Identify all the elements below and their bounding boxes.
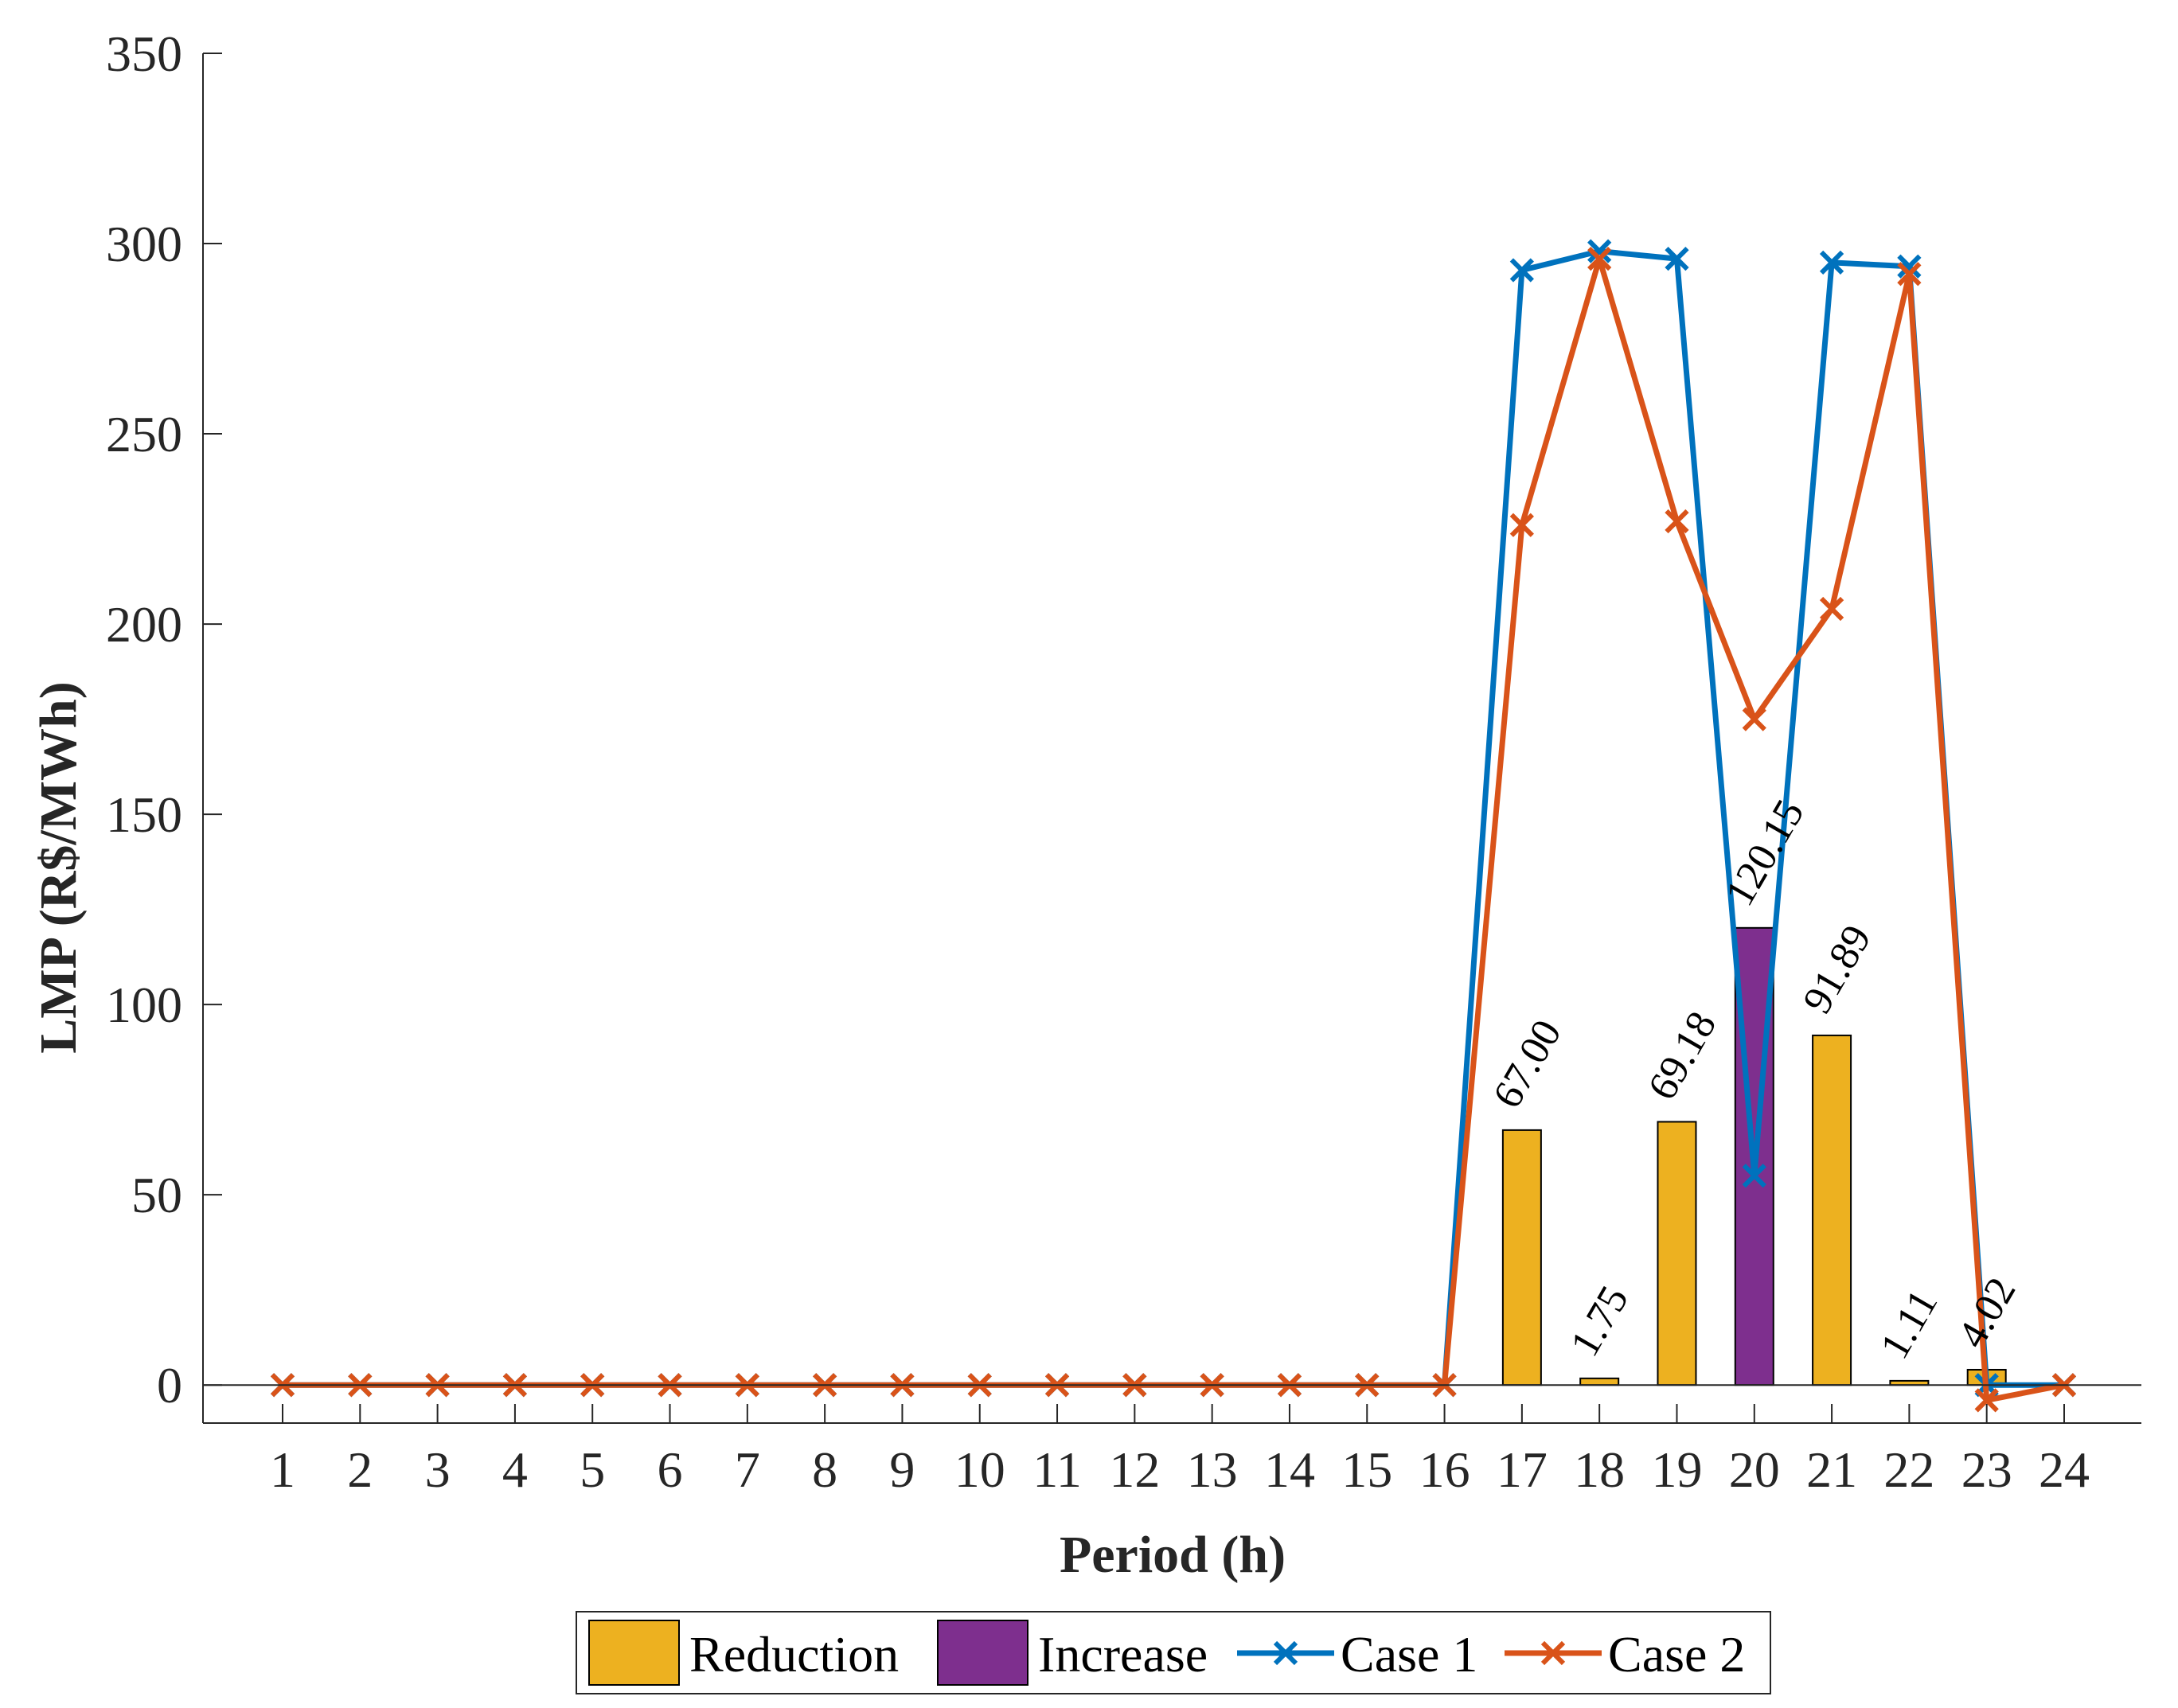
bar-reduction-18 (1579, 1377, 1620, 1386)
x-tick-label: 9 (889, 1441, 915, 1498)
x-tick-label: 23 (1961, 1441, 2012, 1498)
x-tick-label: 17 (1497, 1441, 1548, 1498)
legend-swatch-increase (937, 1620, 1028, 1686)
x-tick-label: 4 (502, 1441, 528, 1498)
legend-label-increase: Increase (1038, 1626, 1208, 1683)
y-tick-label: 100 (106, 977, 182, 1033)
bar-reduction-17 (1501, 1129, 1542, 1386)
bar-value-label: 1.75 (1562, 1279, 1637, 1364)
y-tick-label: 350 (106, 25, 182, 82)
marker-case-1-18 (1587, 239, 1612, 263)
x-tick-label: 5 (580, 1441, 605, 1498)
marker-case-1-19 (1665, 247, 1689, 271)
x-tick-label: 13 (1187, 1441, 1238, 1498)
marker-case-1-17 (1509, 258, 1534, 283)
x-tick-label: 16 (1419, 1441, 1470, 1498)
x-tick-label: 15 (1341, 1441, 1392, 1498)
x-tick-label: 8 (812, 1441, 837, 1498)
marker-case-2-23 (1974, 1388, 1999, 1413)
marker-case-2-22 (1897, 262, 1922, 287)
x-tick-label: 12 (1109, 1441, 1160, 1498)
y-tick-label: 300 (106, 216, 182, 272)
legend-label-case-2: Case 2 (1608, 1626, 1745, 1683)
x-tick-label: 20 (1729, 1441, 1780, 1498)
legend-label-case-1: Case 1 (1341, 1626, 1477, 1683)
bar-value-label: 67.00 (1485, 1012, 1571, 1116)
y-tick-label: 250 (106, 406, 182, 462)
marker-case-1-22 (1897, 254, 1922, 279)
y-tick-label: 0 (157, 1357, 182, 1414)
x-tick-label: 14 (1264, 1441, 1315, 1498)
marker-case-2-20 (1742, 707, 1766, 731)
bar-value-label: 120.15 (1717, 792, 1813, 913)
marker-case-2-18 (1587, 247, 1612, 271)
x-tick-label: 22 (1883, 1441, 1934, 1498)
marker-case-2-19 (1665, 509, 1689, 534)
bar-value-label: 4.02 (1950, 1270, 2025, 1355)
legend: Reduction Increase Case 1 Case 2 (576, 1611, 1771, 1694)
legend-label-reduction: Reduction (689, 1626, 899, 1683)
x-tick-label: 21 (1806, 1441, 1857, 1498)
x-tick-label: 24 (2039, 1441, 2090, 1498)
x-tick-label: 6 (658, 1441, 683, 1498)
x-tick-label: 18 (1574, 1441, 1625, 1498)
bar-reduction-21 (1812, 1034, 1852, 1386)
bar-value-label: 91.89 (1794, 918, 1880, 1021)
x-tick-label: 11 (1032, 1441, 1082, 1498)
bar-value-label: 1.11 (1872, 1282, 1946, 1367)
marker-case-2-17 (1509, 513, 1534, 537)
bar-reduction-19 (1657, 1121, 1697, 1386)
x-tick-label: 1 (270, 1441, 295, 1498)
bar-value-label: 69.18 (1640, 1004, 1726, 1108)
legend-marker-case-1 (1273, 1640, 1298, 1666)
x-tick-label: 3 (425, 1441, 451, 1498)
y-axis-title: LMP (R$/MWh) (29, 681, 88, 1053)
legend-swatch-reduction (588, 1620, 680, 1686)
x-tick-label: 19 (1651, 1441, 1702, 1498)
y-tick-label: 50 (131, 1167, 182, 1223)
x-tick-label: 10 (954, 1441, 1005, 1498)
marker-case-1-21 (1819, 250, 1844, 275)
x-tick-label: 2 (347, 1441, 373, 1498)
y-tick-label: 150 (106, 786, 182, 843)
y-tick-label: 200 (106, 596, 182, 653)
x-axis-title: Period (h) (1060, 1526, 1286, 1584)
marker-case-2-21 (1819, 596, 1844, 622)
legend-marker-case-2 (1540, 1640, 1566, 1666)
x-tick-label: 7 (735, 1441, 760, 1498)
marker-case-1-20 (1742, 1164, 1766, 1188)
